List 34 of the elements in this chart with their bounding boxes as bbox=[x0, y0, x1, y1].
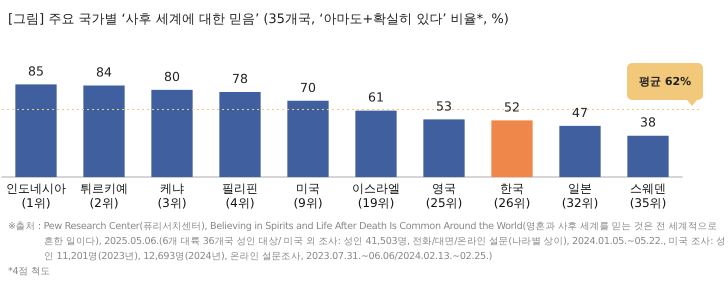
bar bbox=[559, 126, 601, 178]
data-label: 84 bbox=[96, 64, 112, 80]
x-tick-label: 스웨덴 (35위) bbox=[630, 182, 666, 210]
x-tick-label: 튀르키예 (2위) bbox=[80, 182, 128, 210]
bar bbox=[355, 110, 397, 178]
data-label: 85 bbox=[28, 63, 44, 78]
x-tick-label: 필리핀 (4위) bbox=[222, 182, 258, 210]
data-label: 61 bbox=[368, 90, 384, 105]
data-label: 52 bbox=[504, 99, 520, 114]
data-label: 53 bbox=[436, 98, 452, 114]
bar bbox=[83, 85, 125, 178]
x-tick-label: 미국 (9위) bbox=[294, 182, 322, 210]
x-tick-label: 일본 (32위) bbox=[562, 182, 598, 210]
x-tick-label: 인도네시아 (1위) bbox=[6, 182, 66, 210]
text: ※출처 : Pew Research Center(퓨리서치센터), Believing in Spirits and Life After Death Is Common Around the World(영혼과 사후 세계를 믿는 것은 전 세계적으로 흔한 일이다), 2025.05.06.(6개 대륙 36개국 성인 대상/ 미국 외 조사: 성인 41,503명, 전화/대면/온라인 설문(나라별 상이), 2024.01.05.~05.22., 미국 조사: 성인 11,201명(2023년), 12,693명(2024년), 온라인 설문조사, 2023.07.31.~06.06/2024.02.13.~02.25.) bbox=[8, 220, 726, 264]
text: *4점 척도 bbox=[8, 265, 52, 279]
data-label: 80 bbox=[164, 68, 180, 84]
ref-line-label: 평균 62% bbox=[627, 63, 704, 100]
x-tick-label: 한국 (26위) bbox=[494, 182, 530, 210]
x-tick-label: 영국 (25위) bbox=[426, 182, 462, 210]
bar bbox=[151, 90, 193, 178]
bar bbox=[287, 100, 329, 178]
x-tick-label: 케냐 (3위) bbox=[158, 182, 186, 210]
bar bbox=[627, 136, 669, 178]
bar bbox=[219, 92, 261, 178]
bar bbox=[15, 84, 57, 178]
bar bbox=[423, 119, 465, 178]
data-label: 78 bbox=[232, 71, 248, 86]
x-tick-label: 이스라엘 (19위) bbox=[352, 182, 400, 210]
data-label: 70 bbox=[300, 80, 316, 95]
chart-title: [그림] 주요 국가별 ‘사후 세계에 대한 믿음’ (35개국, ‘아마도+확실히 있다’ 비율*, %) bbox=[8, 11, 509, 28]
bar bbox=[491, 120, 533, 178]
data-label: 47 bbox=[572, 104, 588, 120]
data-label: 38 bbox=[640, 114, 656, 130]
